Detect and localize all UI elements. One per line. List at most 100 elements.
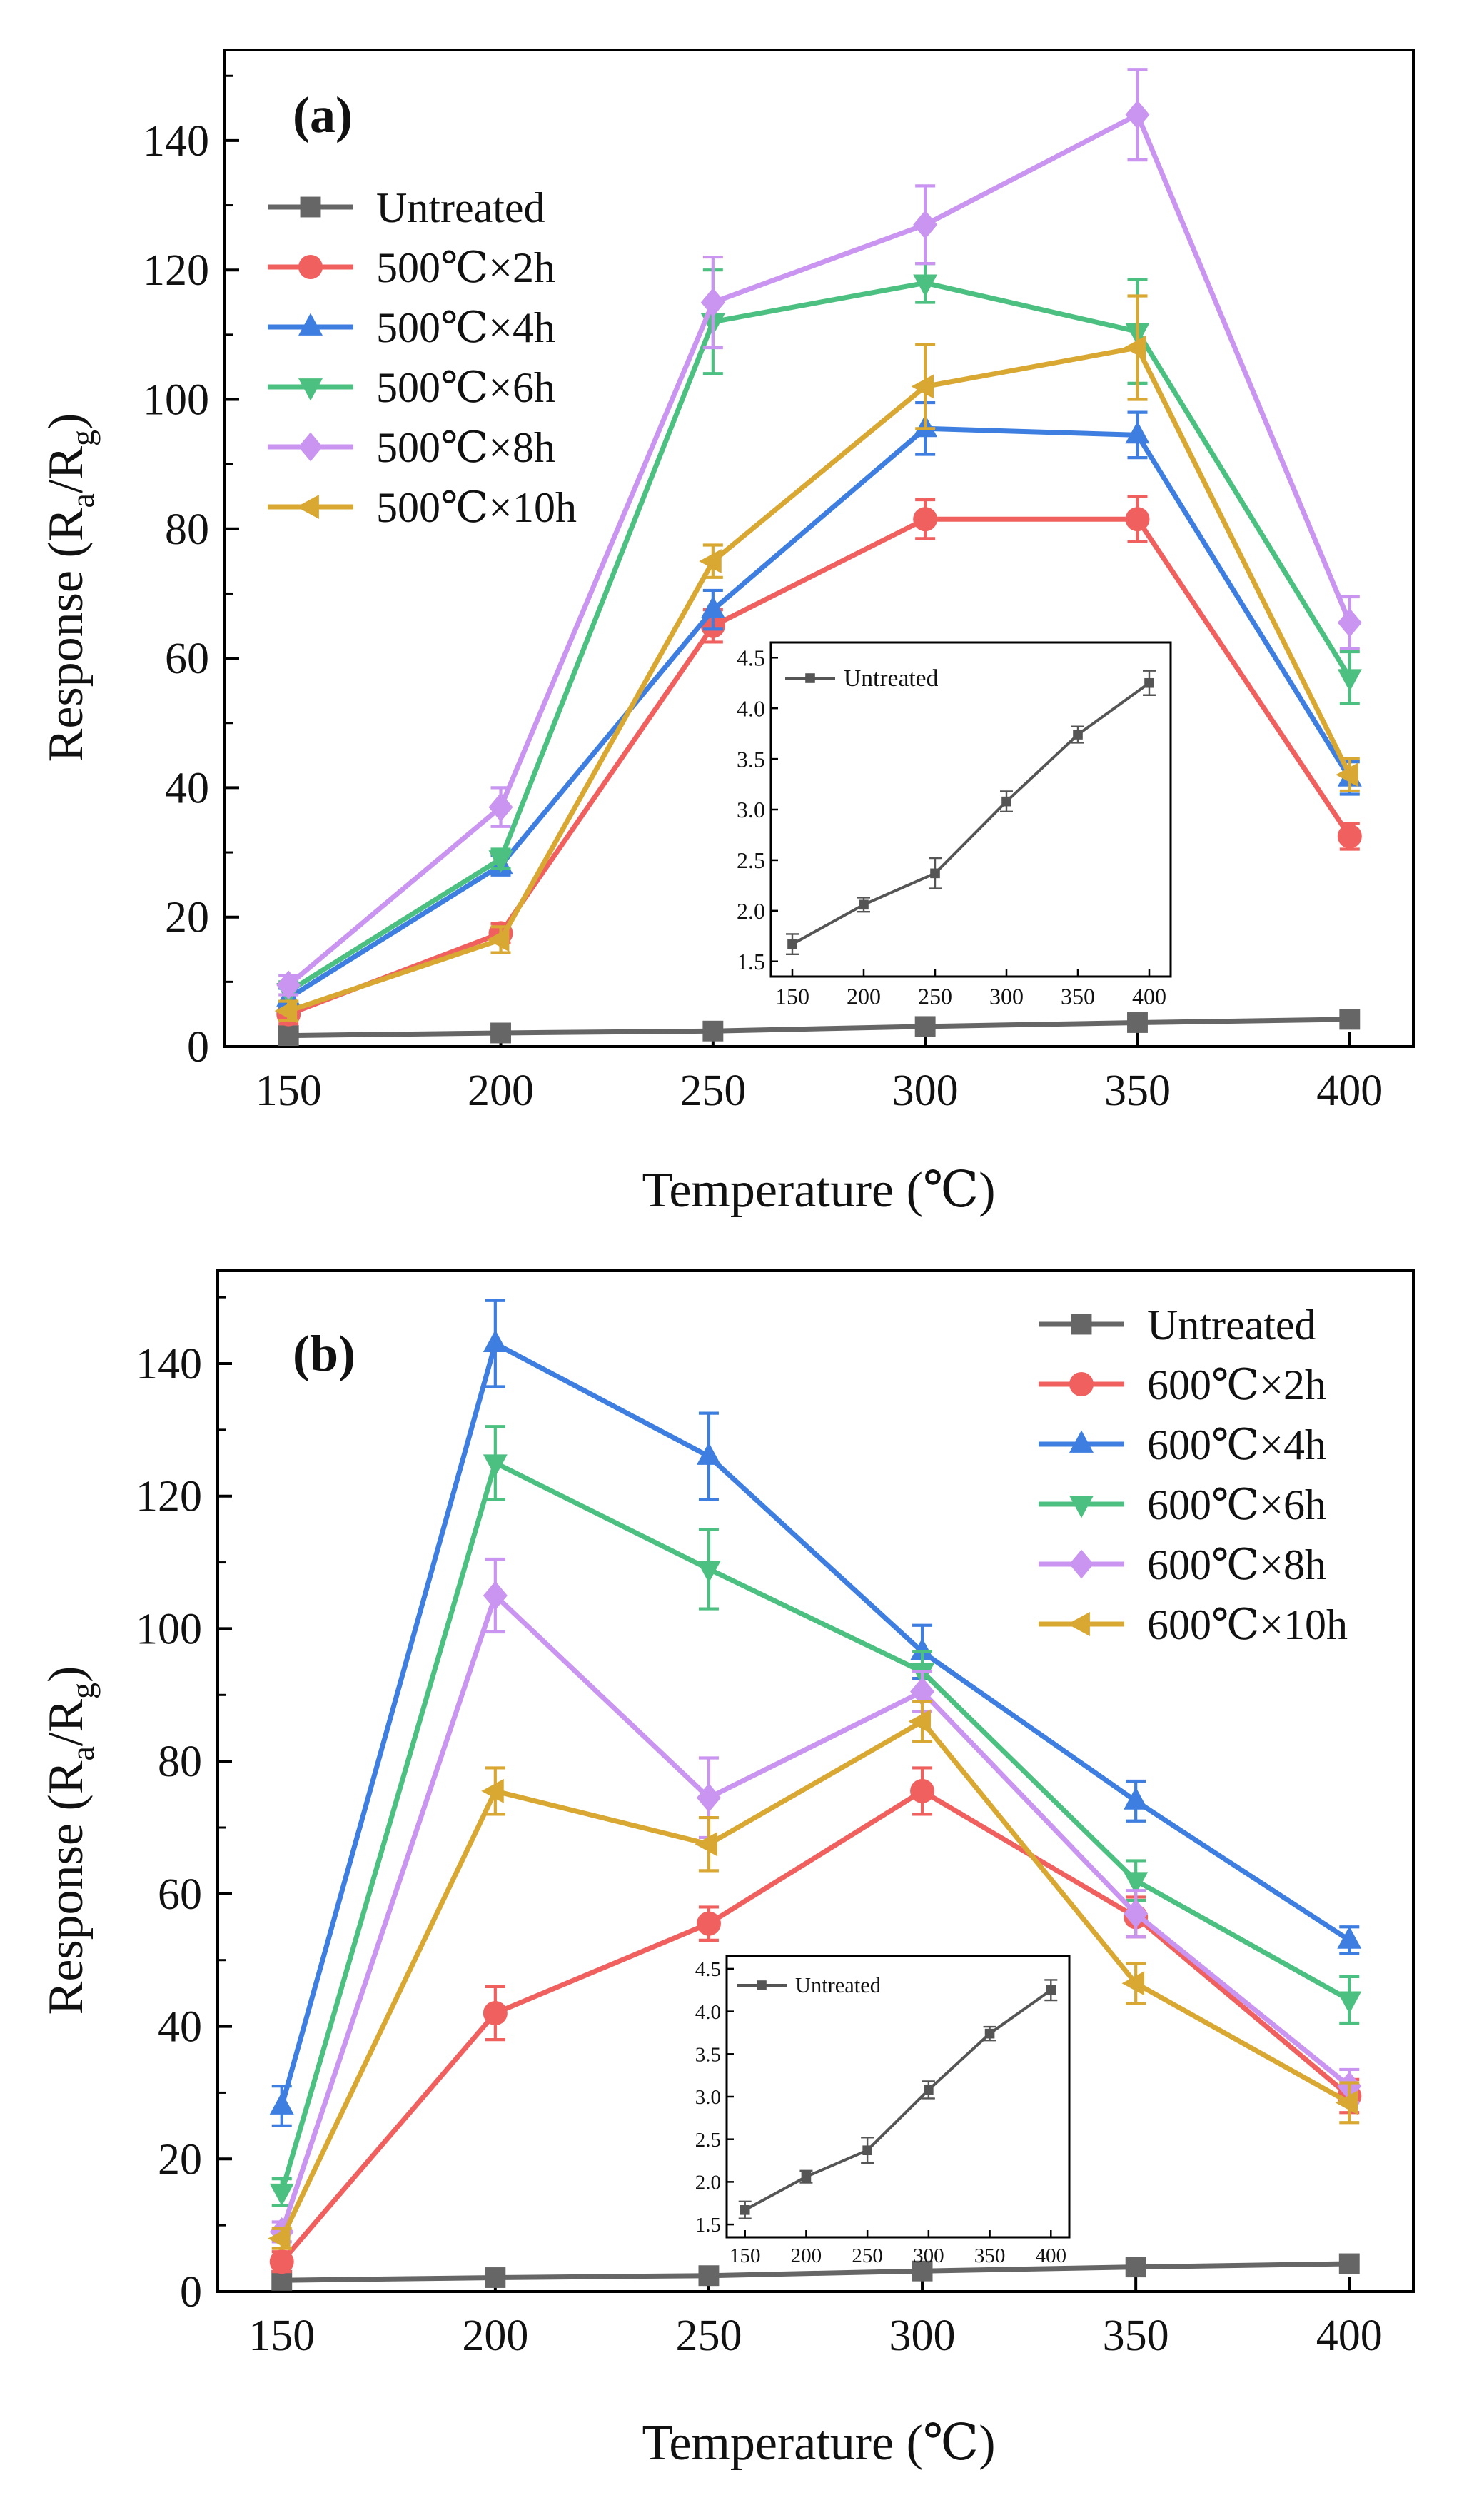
panel-a-series-0-line [288,1017,1350,1039]
panel-a-inset-series-point [930,868,940,879]
panel-a-x-tick-label: 350 [1104,1067,1171,1115]
panel-b-x-tick-label: 300 [889,2312,956,2360]
panel-a-series-1-point [1125,507,1150,532]
panel-a-series-1-point [1337,824,1362,849]
panel-b-series-5-point [1335,2090,1358,2115]
panel-b-inset-x-tick-label: 350 [974,2244,1006,2267]
panel-b-y-tick-label: 60 [158,1870,202,1919]
panel-b-inset-y-tick-label: 2.0 [695,2172,721,2194]
panel-b-inset-x-tick-label: 150 [730,2244,761,2267]
panel-a-legend-label-4: 500℃×8h [376,424,555,471]
panel-b-series-5-point [481,1778,504,1803]
panel-b-inset-y-tick-label: 3.0 [695,2086,721,2109]
panel-a: (a) Temperature (℃) Response (Ra/Rg) 150… [39,49,1415,1218]
panel-b-inset-y-tick-label: 1.5 [695,2214,721,2237]
panel-b-inset-x-tick-label: 300 [913,2244,944,2267]
panel-a-legend-label-0: Untreated [376,184,545,231]
panel-a-y-tick-label: 140 [143,117,209,166]
panel-a-x-tick-label: 250 [680,1067,746,1115]
panel-b-series-2-point [910,1638,935,1660]
panel-b-series-1-point [696,1911,721,1936]
panel-a-plot-frame [223,49,1415,1048]
panel-a-series-5-point [274,999,298,1024]
panel-a-legend-label-3: 500℃×6h [376,364,555,411]
panel-b-legend-marker-4 [1069,1549,1094,1579]
panel-a-inset-legend-marker [805,673,815,683]
panel-a-legend-marker-5 [296,495,319,519]
panel-a-series-4-point [488,792,513,822]
panel-b-inset-y-tick-label: 3.5 [695,2043,721,2066]
panel-a-series-0-point [490,1022,511,1044]
panel-a-y-tick-label: 40 [165,764,209,812]
panel-b-series-0-point [912,2260,933,2282]
panel-a-x-tick-label: 400 [1316,1067,1383,1115]
panel-a-inset-series-point [1073,730,1083,740]
panel-a-series-0-point [914,1016,936,1037]
panel-a-legend: Untreated 500℃×2h 500℃×4h 500℃×6h 500℃×8h 500… [268,184,577,531]
panel-b-x-tick-label: 250 [675,2312,742,2360]
panel-b-legend-label-3: 600℃×6h [1147,1481,1326,1528]
panel-b-y-title-end: ) [39,1666,94,1683]
panel-b-legend-label-1: 600℃×2h [1147,1361,1326,1408]
panel-b-inset-series-point [801,2172,812,2182]
panel-a-inset-y-tick-label: 3.0 [737,797,765,822]
panel-b-series-2-line [279,1341,1351,2107]
panel-a-legend-marker-2 [298,313,323,336]
panel-b-inset-frame [725,1955,1071,2239]
panel-a-y-tick-label: 100 [143,376,209,425]
panel-b-legend-marker-5 [1067,1612,1090,1636]
panel-b-series-2-point [483,1329,508,1353]
panel-a-y-tick-label: 0 [187,1023,209,1072]
panel-b-legend-marker-3 [1069,1496,1094,1518]
panel-a-series-3-point [1337,669,1362,692]
panel-a-inset-series-point [1144,677,1154,688]
panel-a-inset-x-tick-label: 350 [1061,983,1095,1009]
panel-a-inset-series-point [859,899,869,910]
panel-b-inset-x-tick-label: 400 [1036,2244,1067,2267]
panel-b-y-tick-label: 20 [158,2135,202,2184]
panel-a-series-5-line [288,345,1352,1014]
panel-a-series-2-point [1125,420,1150,444]
panel-b-inset-y-tick-label: 4.5 [695,1958,721,1981]
panel-b-series-4-point [910,1677,935,1707]
panel-b-series-3-line [279,1460,1351,2193]
panel-b-series-1-line [280,1788,1351,2264]
panel-a-inset-x-tick-label: 150 [775,983,809,1009]
panel-a-y-title-sub-g: g [64,430,101,446]
panel-a-inset-x-tick-label: 400 [1132,983,1166,1009]
panel-b-series-3-point [696,1560,721,1583]
panel-a-legend-marker-0 [300,196,321,218]
panel-b-y-tick-label: 120 [136,1473,202,1521]
panel-b-x-tick-label: 400 [1316,2312,1383,2360]
panel-b-series-2-point [1124,1787,1149,1810]
panel-a-series-4-line [286,112,1353,987]
panel-b-series-1-point [910,1778,935,1803]
panel-b-series-5-point [268,2226,291,2251]
panel-b-series-2-point [269,2092,294,2115]
panel-b-series-3-point [483,1454,508,1477]
panel-a-inset-y-tick-label: 4.5 [737,645,765,670]
panel-a-inset-series-line [792,682,1151,946]
panel-a-inset-y-tick-label: 3.5 [737,746,765,772]
panel-a-inset-series-point [787,939,797,949]
panel-b-x-tick-label: 150 [248,2312,315,2360]
panel-a-y-title-main: Response (R [39,508,94,762]
panel-a-inset-y-tick-label: 4.0 [737,695,765,721]
panel-b-series-0-point [698,2265,720,2287]
panel-a-inset-y-tick-label: 1.5 [737,949,765,974]
panel-a-x-tick-label: 150 [256,1067,322,1115]
panel-a-series-4-point [700,288,725,317]
panel-b-inset-legend-label: Untreated [795,1973,881,1997]
panel-b-y-title-sub-a: a [64,1746,101,1760]
panel-b-series-5-point [908,1709,931,1734]
panel-a-series-0-point [702,1020,724,1042]
panel-b-series-4-point [483,1581,508,1611]
panel-a-series-3-point [913,274,938,297]
panel-b-legend-label-2: 600℃×4h [1147,1421,1326,1468]
panel-a-series-5-point [1123,335,1146,360]
panel-b-y-title-mid: /R [39,1699,94,1746]
panel-a-y-title-mid: /R [39,446,94,493]
panel-b-y-tick-label: 140 [136,1340,202,1388]
panel-b-inset-x-tick-label: 200 [791,2244,822,2267]
panel-a-series-4-point [1337,608,1362,637]
